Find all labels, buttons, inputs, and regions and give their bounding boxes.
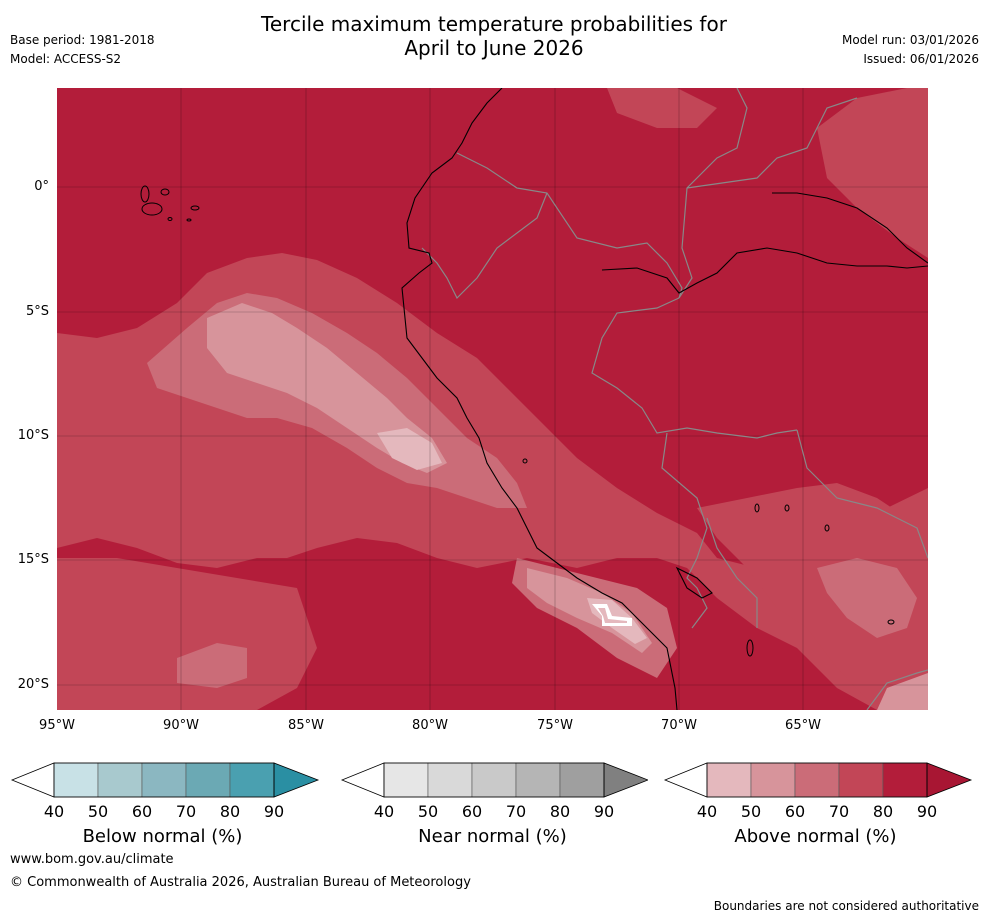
colorbar-near-extend-high	[603, 762, 648, 798]
colorbar-below-tick-label: 40	[44, 802, 64, 821]
colorbar-near-extend-low	[340, 762, 385, 798]
colorbar-above-extend-high	[926, 762, 973, 798]
colorbar-below-swatch	[141, 762, 187, 798]
meta-left: Base period: 1981-2018 Model: ACCESS-S2	[10, 31, 155, 69]
probability-map	[57, 88, 928, 710]
model-run: Model run: 03/01/2026	[841, 33, 979, 47]
contour-above-70-south	[177, 643, 247, 688]
colorbar-near-tick-label: 50	[418, 802, 438, 821]
colorbar-near-tick-label: 80	[550, 802, 570, 821]
colorbar-below: 40 50 60 70 80 90	[10, 762, 320, 821]
map-title: Tercile maximum temperature probabilitie…	[0, 12, 988, 60]
lon-label-65w: 65°W	[785, 718, 821, 733]
colorbar-above-tick-label: 50	[741, 802, 761, 821]
colorbar-above-tick-label: 60	[785, 802, 805, 821]
colorbar-above: 40 50 60 70 80 90	[663, 762, 973, 821]
lat-label-5s: 5°S	[25, 304, 49, 319]
colorbar-near-swatch	[383, 762, 429, 798]
colorbar-near-tick-label: 90	[594, 802, 614, 821]
colorbar-above-tick-label: 40	[697, 802, 717, 821]
colorbar-below-tick-label: 50	[88, 802, 108, 821]
colorbar-below-tick-label: 80	[220, 802, 240, 821]
colorbar-above-swatch	[838, 762, 884, 798]
model-name: Model: ACCESS-S2	[10, 52, 122, 66]
colorbar-near-tick-label: 60	[462, 802, 482, 821]
colorbar-below-extend-low	[10, 762, 55, 798]
lon-label-80w: 80°W	[412, 718, 448, 733]
contour-low-probability-inner	[598, 608, 627, 623]
contour-above-80-north	[607, 88, 717, 128]
issued-date: Issued: 06/01/2026	[863, 52, 979, 66]
colorbar-near-title: Near normal (%)	[418, 826, 567, 847]
gridlines	[57, 88, 928, 710]
country-boundaries	[421, 88, 928, 710]
lon-label-70w: 70°W	[661, 718, 697, 733]
base-period: Base period: 1981-2018	[10, 33, 155, 47]
lon-label-95w: 95°W	[39, 718, 75, 733]
colorbar-below-tick-label: 70	[176, 802, 196, 821]
lon-label-75w: 75°W	[537, 718, 573, 733]
colorbar-near-swatch	[559, 762, 605, 798]
colorbar-near-swatch	[471, 762, 517, 798]
colorbar-above-swatch	[794, 762, 840, 798]
colorbar-near: 40 50 60 70 80 90	[340, 762, 648, 821]
footer-url: www.bom.gov.au/climate	[10, 852, 174, 867]
contour-above-50-ocean	[377, 428, 442, 470]
colorbar-below-tick-label: 90	[264, 802, 284, 821]
colorbar-below-extend-high	[273, 762, 320, 798]
colorbar-above-title: Above normal (%)	[734, 826, 897, 847]
title-line-1: Tercile maximum temperature probabilitie…	[261, 12, 727, 36]
colorbar-above-tick-label: 70	[829, 802, 849, 821]
contour-above-70-southeast	[817, 558, 917, 638]
title-line-2: April to June 2026	[404, 36, 584, 60]
colorbar-above-tick-label: 90	[917, 802, 937, 821]
colorbar-below-swatch	[97, 762, 143, 798]
contour-above-60-island	[287, 358, 342, 390]
colorbar-near-tick-label: 70	[506, 802, 526, 821]
colorbar-near-swatch	[427, 762, 473, 798]
contour-above-80-northeast	[817, 88, 928, 258]
colorbar-above-swatch	[750, 762, 796, 798]
colorbar-above-tick-label: 80	[873, 802, 893, 821]
colorbar-above-extend-low	[663, 762, 708, 798]
contour-above-80-southeast	[697, 483, 928, 710]
lat-label-10s: 10°S	[17, 428, 49, 443]
galapagos-islands	[140, 185, 895, 657]
colorbar-above-swatch	[882, 762, 928, 798]
colorbar-below-swatch	[185, 762, 231, 798]
lat-label-15s: 15°S	[17, 552, 49, 567]
footer-disclaimer: Boundaries are not considered authoritat…	[713, 899, 979, 913]
contour-above-60-southeast-corner	[877, 673, 928, 710]
contour-above-80-southwest	[57, 558, 317, 710]
lon-label-90w: 90°W	[163, 718, 199, 733]
colorbar-near-swatch	[515, 762, 561, 798]
colorbar-below-tick-label: 60	[132, 802, 152, 821]
meta-right: Model run: 03/01/2026 Issued: 06/01/2026	[842, 31, 979, 69]
colorbar-above-swatch	[706, 762, 752, 798]
footer-copyright: © Commonwealth of Australia 2026, Austra…	[10, 875, 471, 890]
colorbar-below-swatch	[229, 762, 275, 798]
colorbar-below-swatch	[53, 762, 99, 798]
lat-label-20s: 20°S	[17, 677, 49, 692]
lat-label-0: 0°	[34, 179, 49, 194]
colorbar-below-title: Below normal (%)	[82, 826, 243, 847]
coastline	[401, 88, 928, 710]
lon-label-85w: 85°W	[288, 718, 324, 733]
colorbar-near-tick-label: 40	[374, 802, 394, 821]
